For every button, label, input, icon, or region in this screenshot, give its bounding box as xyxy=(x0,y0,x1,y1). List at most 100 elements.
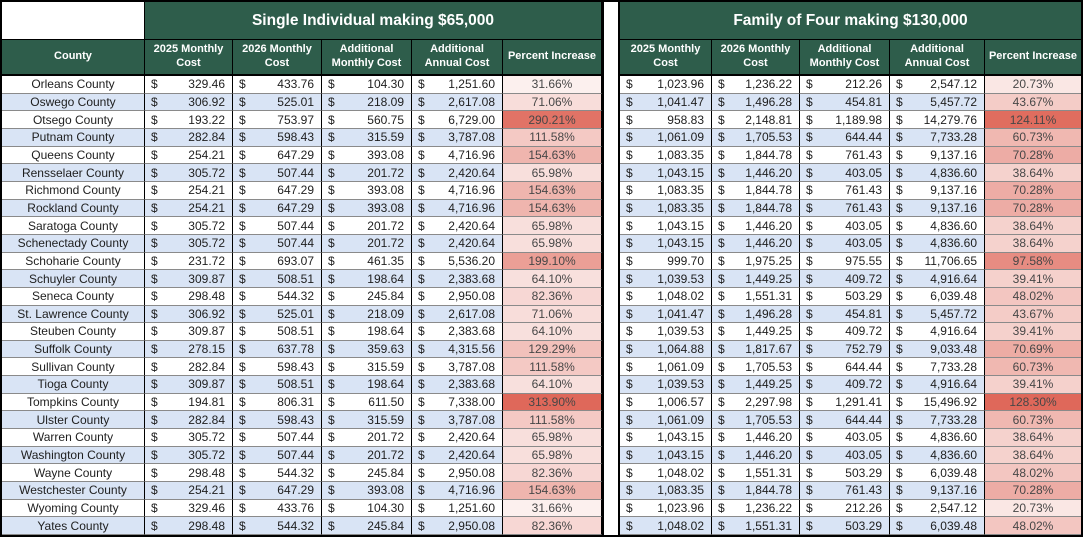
percent-increase-cell: 43.67% xyxy=(985,93,1081,112)
cost-value: 14,279.76 xyxy=(923,112,977,127)
currency-symbol: $ xyxy=(896,147,903,162)
cost-cell: $958.83 xyxy=(620,111,712,129)
cost-value: 104.30 xyxy=(367,77,404,92)
currency-symbol: $ xyxy=(151,359,158,374)
cost-cell: $503.29 xyxy=(800,517,890,535)
cost-value: 309.87 xyxy=(188,377,225,392)
cost-cell: $7,338.00 xyxy=(412,393,503,412)
cost-value: 278.15 xyxy=(188,342,225,357)
cost-cell: $4,315.56 xyxy=(412,340,503,359)
currency-symbol: $ xyxy=(806,130,813,145)
cost-cell: $2,420.64 xyxy=(412,217,503,235)
currency-symbol: $ xyxy=(418,289,425,304)
cost-cell: $3,787.08 xyxy=(412,128,503,147)
currency-symbol: $ xyxy=(151,412,158,427)
currency-symbol: $ xyxy=(718,200,725,215)
cost-cell: $9,033.48 xyxy=(890,340,985,359)
currency-symbol: $ xyxy=(626,430,633,445)
cost-value: 1,083.35 xyxy=(657,483,704,498)
currency-symbol: $ xyxy=(418,412,425,427)
currency-symbol: $ xyxy=(718,342,725,357)
currency-symbol: $ xyxy=(626,94,633,109)
cost-value: 2,383.68 xyxy=(448,271,495,286)
cost-value: 806.31 xyxy=(277,395,314,410)
percent-increase-cell: 39.41% xyxy=(985,376,1081,394)
cost-value: 2,420.64 xyxy=(448,430,495,445)
currency-symbol: $ xyxy=(626,77,633,92)
cost-value: 503.29 xyxy=(845,465,882,480)
cost-value: 306.92 xyxy=(188,94,225,109)
currency-symbol: $ xyxy=(328,271,335,286)
currency-symbol: $ xyxy=(806,77,813,92)
cost-cell: $544.32 xyxy=(233,517,322,535)
cost-cell: $2,617.08 xyxy=(412,93,503,112)
currency-symbol: $ xyxy=(626,165,633,180)
cost-value: 5,457.72 xyxy=(930,94,977,109)
currency-symbol: $ xyxy=(239,253,246,268)
cost-value: 329.46 xyxy=(188,501,225,516)
cost-value: 1,446.20 xyxy=(745,165,792,180)
cost-cell: $2,383.68 xyxy=(412,270,503,288)
cost-cell: $1,251.60 xyxy=(412,76,503,94)
county-cell: Schoharie County xyxy=(2,252,145,271)
cost-value: 433.76 xyxy=(277,501,314,516)
currency-symbol: $ xyxy=(806,183,813,198)
cost-value: 1,844.78 xyxy=(745,183,792,198)
cost-cell: $403.05 xyxy=(800,446,890,465)
cost-value: 3,787.08 xyxy=(448,412,495,427)
cost-value: 2,420.64 xyxy=(448,218,495,233)
cost-value: 6,039.48 xyxy=(930,465,977,480)
cost-value: 4,716.96 xyxy=(448,183,495,198)
cost-value: 359.63 xyxy=(367,342,404,357)
cost-value: 5,536.20 xyxy=(448,253,495,268)
cost-cell: $201.72 xyxy=(322,429,412,447)
cost-cell: $1,189.98 xyxy=(800,111,890,129)
cost-cell: $507.44 xyxy=(233,234,322,253)
cost-cell: $245.84 xyxy=(322,517,412,535)
cost-cell: $245.84 xyxy=(322,287,412,306)
percent-increase-cell: 71.06% xyxy=(503,305,602,324)
currency-symbol: $ xyxy=(806,306,813,321)
cost-cell: $503.29 xyxy=(800,464,890,483)
cost-value: 647.29 xyxy=(277,147,314,162)
column-header-family-pct: Percent Increase xyxy=(985,40,1081,76)
cost-value: 198.64 xyxy=(367,271,404,286)
currency-symbol: $ xyxy=(151,342,158,357)
percent-increase-cell: 38.64% xyxy=(985,446,1081,465)
currency-symbol: $ xyxy=(626,518,633,533)
cost-value: 254.21 xyxy=(188,147,225,162)
cost-cell: $359.63 xyxy=(322,340,412,359)
percent-increase-cell: 38.64% xyxy=(985,164,1081,182)
column-header-family-2025: 2025 Monthly Cost xyxy=(620,40,712,76)
currency-symbol: $ xyxy=(239,112,246,127)
percent-increase-cell: 60.73% xyxy=(985,358,1081,377)
currency-symbol: $ xyxy=(328,501,335,516)
cost-cell: $2,420.64 xyxy=(412,234,503,253)
cost-value: 282.84 xyxy=(188,359,225,374)
cost-cell: $1,023.96 xyxy=(620,76,712,94)
currency-symbol: $ xyxy=(151,94,158,109)
percent-increase-cell: 128.30% xyxy=(985,393,1081,412)
cost-value: 282.84 xyxy=(188,130,225,145)
cost-cell: $393.08 xyxy=(322,181,412,200)
cost-value: 1,446.20 xyxy=(745,430,792,445)
cost-cell: $2,420.64 xyxy=(412,446,503,465)
cost-value: 1,449.25 xyxy=(745,377,792,392)
cost-cell: $560.75 xyxy=(322,111,412,129)
cost-cell: $2,383.68 xyxy=(412,323,503,341)
cost-value: 1,006.57 xyxy=(657,395,704,410)
currency-symbol: $ xyxy=(239,483,246,498)
currency-symbol: $ xyxy=(418,430,425,445)
cost-cell: $1,039.53 xyxy=(620,270,712,288)
cost-value: 2,383.68 xyxy=(448,377,495,392)
cost-value: 1,023.96 xyxy=(657,77,704,92)
currency-symbol: $ xyxy=(718,465,725,480)
cost-value: 1,251.60 xyxy=(448,77,495,92)
cost-cell: $254.21 xyxy=(145,146,233,165)
currency-symbol: $ xyxy=(896,236,903,251)
currency-symbol: $ xyxy=(328,289,335,304)
cost-cell: $761.43 xyxy=(800,181,890,200)
cost-value: 2,420.64 xyxy=(448,165,495,180)
cost-cell: $761.43 xyxy=(800,482,890,500)
section-divider xyxy=(602,2,620,535)
